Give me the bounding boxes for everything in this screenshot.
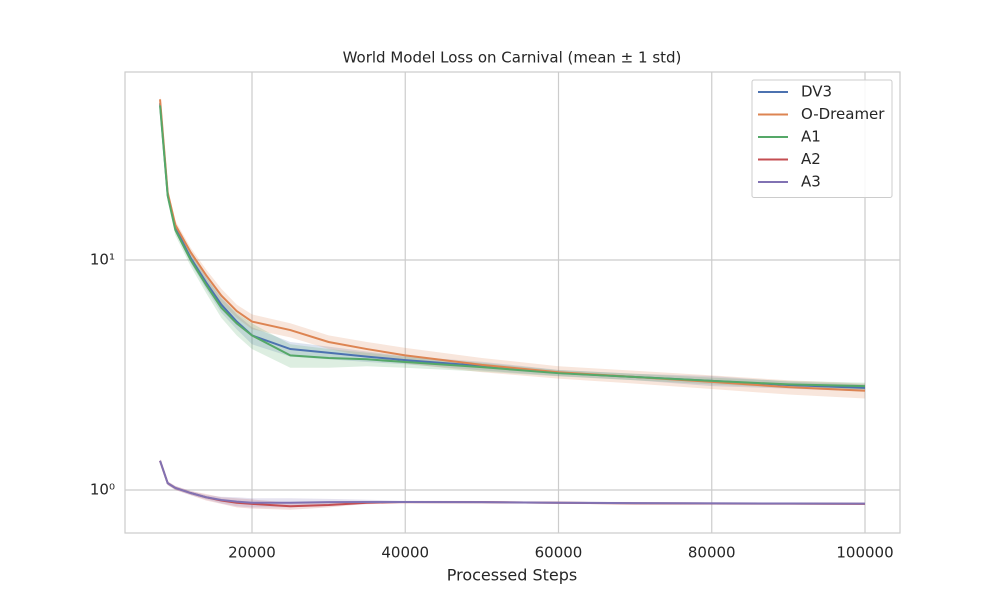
x-tick-label: 40000	[381, 544, 429, 562]
legend-label: A3	[801, 173, 821, 191]
series-line	[159, 460, 865, 505]
legend-box	[751, 79, 893, 198]
std-band	[160, 459, 865, 508]
y-tick-label: 10⁰	[90, 480, 115, 498]
legend-label: O-Dreamer	[801, 105, 885, 123]
x-axis-label: Processed Steps	[447, 566, 578, 585]
legend-label: DV3	[801, 83, 832, 101]
series-line	[159, 105, 866, 388]
std-band	[160, 459, 865, 510]
y-tick-label: 10¹	[90, 251, 115, 269]
x-tick-label: 60000	[535, 544, 583, 562]
x-tick-label: 20000	[228, 544, 276, 562]
legend-label: A1	[801, 128, 821, 146]
legend-label: A2	[801, 150, 821, 168]
plot-frame	[124, 71, 901, 534]
chart-title: World Model Loss on Carnival (mean ± 1 s…	[343, 49, 682, 67]
x-tick-label: 80000	[688, 544, 736, 562]
x-tick-label: 100000	[836, 544, 893, 562]
